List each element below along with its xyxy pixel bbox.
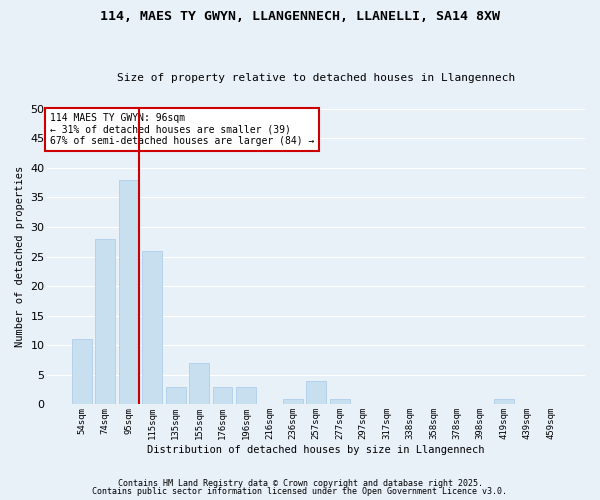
Bar [306,381,326,404]
Bar [330,398,350,404]
Text: 114 MAES TY GWYN: 96sqm
← 31% of detached houses are smaller (39)
67% of semi-de: 114 MAES TY GWYN: 96sqm ← 31% of detache… [50,113,314,146]
Bar [283,398,303,404]
X-axis label: Distribution of detached houses by size in Llangennech: Distribution of detached houses by size … [148,445,485,455]
Bar [212,386,232,404]
Bar [119,180,139,404]
Text: Contains HM Land Registry data © Crown copyright and database right 2025.: Contains HM Land Registry data © Crown c… [118,478,482,488]
Bar [72,340,92,404]
Bar [189,363,209,405]
Bar [166,386,185,404]
Text: Contains public sector information licensed under the Open Government Licence v3: Contains public sector information licen… [92,487,508,496]
Title: Size of property relative to detached houses in Llangennech: Size of property relative to detached ho… [117,73,515,83]
Bar [494,398,514,404]
Y-axis label: Number of detached properties: Number of detached properties [15,166,25,347]
Bar [142,250,162,404]
Bar [95,239,115,404]
Bar [236,386,256,404]
Text: 114, MAES TY GWYN, LLANGENNECH, LLANELLI, SA14 8XW: 114, MAES TY GWYN, LLANGENNECH, LLANELLI… [100,10,500,23]
